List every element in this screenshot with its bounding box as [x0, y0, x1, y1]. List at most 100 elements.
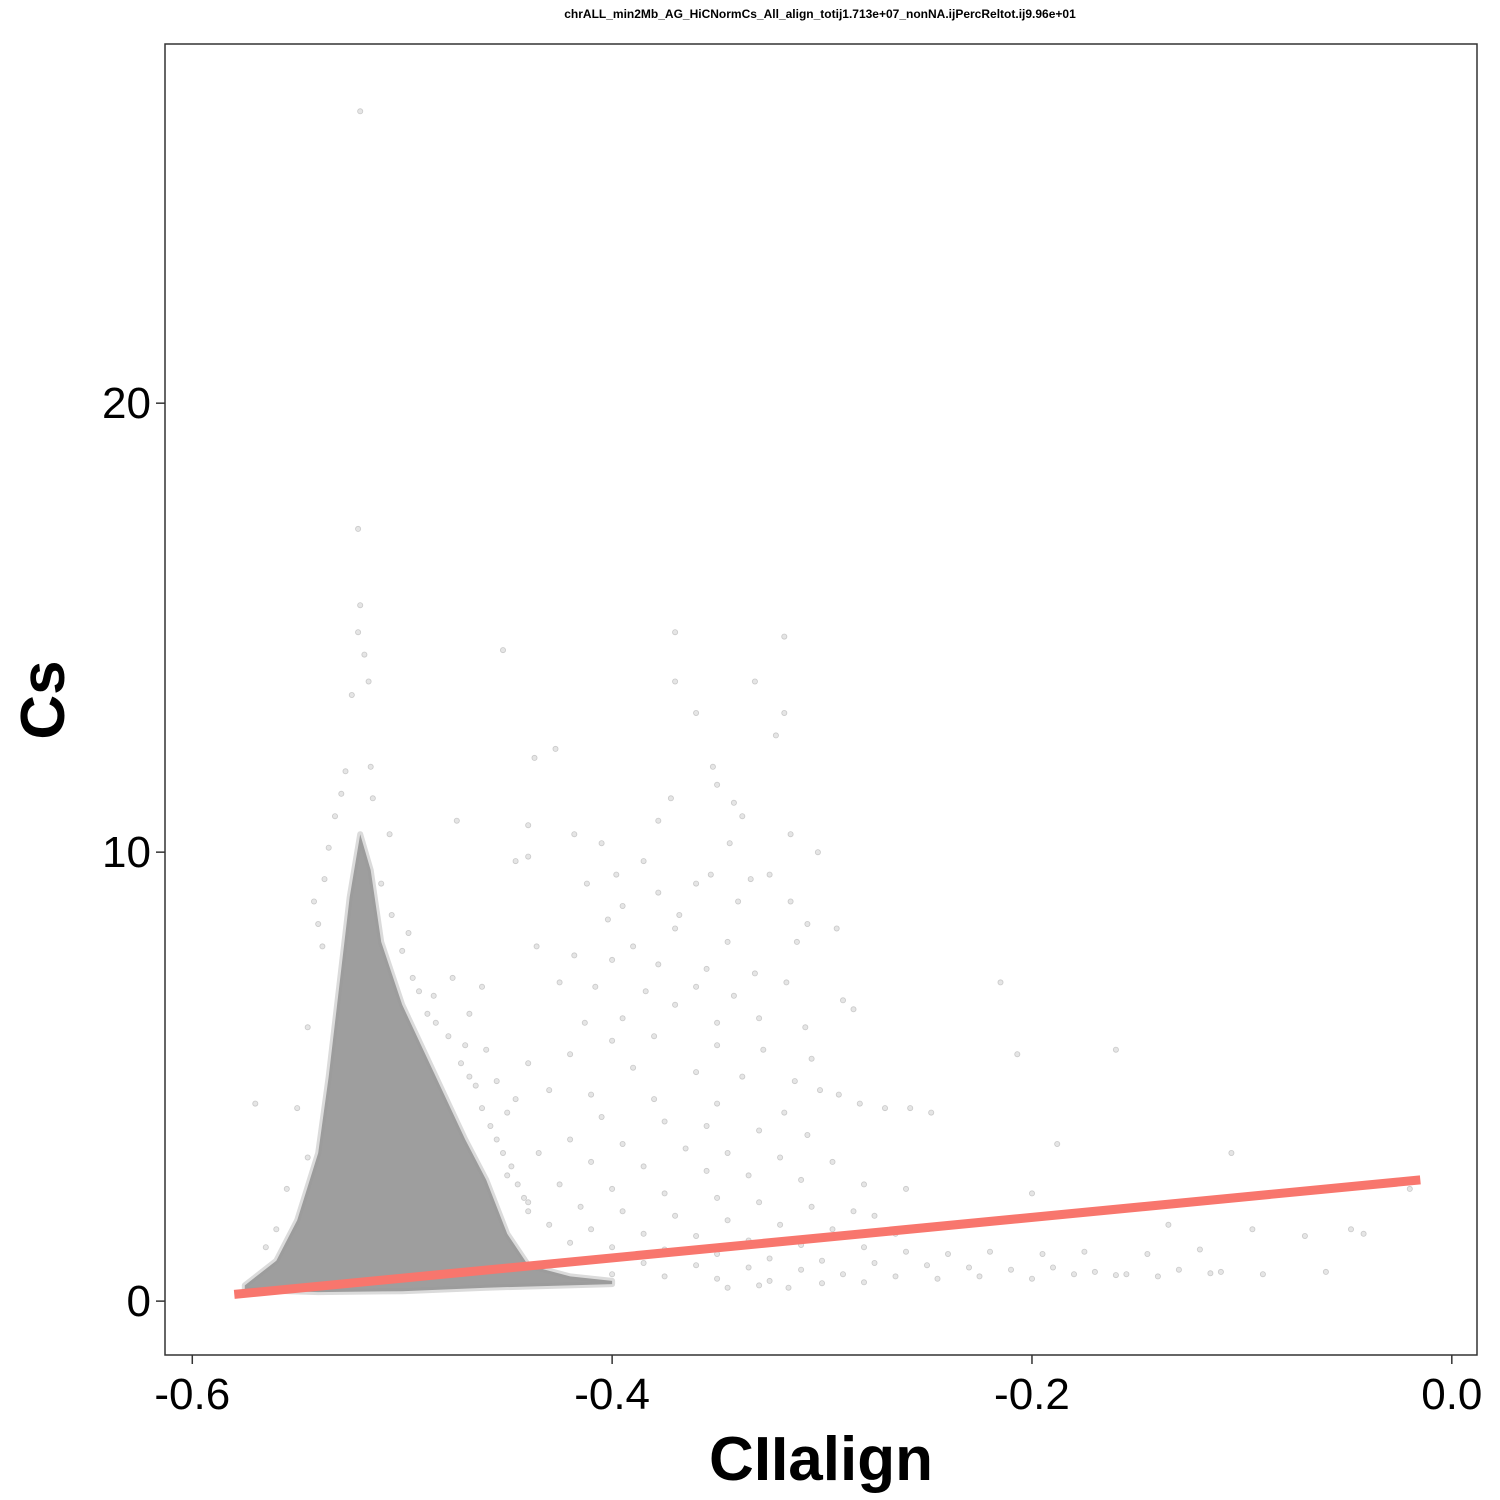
y-tick-label: 10	[102, 828, 151, 877]
scatter-point	[798, 1266, 805, 1273]
scatter-point	[655, 817, 662, 824]
scatter-point	[598, 840, 605, 847]
scatter-point	[724, 1217, 731, 1224]
scatter-point	[571, 831, 578, 838]
scatter-point	[745, 1172, 752, 1179]
scatter-point	[1039, 1251, 1046, 1258]
scatter-point	[903, 1185, 910, 1192]
scatter-point	[856, 1100, 863, 1107]
scatter-point	[672, 678, 679, 685]
scatter-point	[630, 1064, 637, 1071]
scatter-point	[262, 1244, 269, 1251]
scatter-point	[817, 1087, 824, 1094]
scatter-point	[533, 943, 540, 950]
scatter-point	[642, 988, 649, 995]
scatter-point	[781, 633, 788, 640]
scatter-point	[252, 1100, 259, 1107]
scatter-point	[651, 1033, 658, 1040]
scatter-point	[630, 943, 637, 950]
scatter-point	[499, 1150, 506, 1157]
scatter-point	[640, 858, 647, 865]
scatter-point	[331, 813, 338, 820]
scatter-point	[693, 1233, 700, 1240]
x-axis: -0.6 -0.4 -0.2 0.0	[154, 1355, 1482, 1419]
scatter-point	[556, 1181, 563, 1188]
scatter-point	[355, 629, 362, 636]
scatter-point	[997, 979, 1004, 986]
scatter-point	[640, 1163, 647, 1170]
scatter-point	[667, 795, 674, 802]
scatter-point	[478, 1105, 485, 1112]
scatter-point	[462, 1042, 469, 1049]
scatter-point	[588, 1226, 595, 1233]
scatter-point	[724, 1284, 731, 1291]
scatter-point	[672, 1212, 679, 1219]
scatter-point	[819, 1280, 826, 1287]
scatter-point	[1050, 1264, 1057, 1271]
scatter-point	[508, 1163, 515, 1170]
scatter-point	[861, 1181, 868, 1188]
scatter-point	[1029, 1275, 1036, 1282]
scatter-point	[598, 1114, 605, 1121]
scatter-point	[619, 1015, 626, 1022]
scatter-point	[871, 1212, 878, 1219]
scatter-point	[726, 840, 733, 847]
scatter-point	[525, 1208, 532, 1215]
scatter-point	[514, 1181, 521, 1188]
scatter-point	[714, 1019, 721, 1026]
scatter-point	[1014, 1051, 1021, 1058]
scatter-point	[504, 1109, 511, 1116]
scatter-point	[531, 754, 538, 761]
scatter-point	[453, 817, 460, 824]
scatter-point	[466, 1010, 473, 1017]
scatter-point	[1154, 1273, 1161, 1280]
scatter-point	[724, 1150, 731, 1157]
scatter-point	[378, 880, 385, 887]
scatter-point	[703, 1123, 710, 1130]
scatter-point	[304, 1024, 311, 1031]
scatter-point	[672, 629, 679, 636]
scatter-point	[739, 1073, 746, 1080]
scatter-point	[882, 1105, 889, 1112]
scatter-point	[348, 692, 355, 699]
scatter-point	[808, 1055, 815, 1062]
scatter-point	[588, 1158, 595, 1165]
scatter-point	[707, 871, 714, 878]
chart-title: chrALL_min2Mb_AG_HiCNormCs_All_align_tot…	[564, 7, 1076, 21]
scatter-point	[693, 983, 700, 990]
scatter-point	[1123, 1271, 1130, 1278]
scatter-point	[693, 1262, 700, 1269]
x-tick-label: 0.0	[1421, 1370, 1482, 1419]
scatter-point	[640, 1260, 647, 1267]
trend-line-layer	[233, 1175, 1421, 1299]
y-axis-label: Cs	[9, 660, 78, 739]
scatter-point	[724, 938, 731, 945]
scatter-point	[791, 1078, 798, 1085]
scatter-point	[804, 921, 811, 928]
scatter-point	[567, 1239, 574, 1246]
scatter-point	[703, 965, 710, 972]
scatter-point	[829, 1226, 836, 1233]
scatter-point	[840, 1271, 847, 1278]
scatter-point	[567, 1051, 574, 1058]
scatter-point	[310, 898, 317, 905]
scatter-point	[512, 858, 519, 865]
scatter-point	[676, 912, 683, 919]
scatter-point	[1196, 1246, 1203, 1253]
scatter-point	[415, 988, 422, 995]
scatter-point	[693, 880, 700, 887]
x-tick-label: -0.4	[574, 1370, 650, 1419]
scatter-point	[588, 1091, 595, 1098]
scatter-point	[304, 1154, 311, 1161]
scatter-point	[781, 710, 788, 717]
scatter-point	[861, 1244, 868, 1251]
scatter-point	[798, 1176, 805, 1183]
scatter-point	[661, 1118, 668, 1125]
scatter-point	[556, 979, 563, 986]
scatter-point	[315, 921, 322, 928]
scatter-point	[583, 880, 590, 887]
scatter-point	[751, 970, 758, 977]
scatter-point	[466, 1073, 473, 1080]
y-tick-label: 20	[102, 379, 151, 428]
y-tick-label: 0	[127, 1277, 151, 1326]
